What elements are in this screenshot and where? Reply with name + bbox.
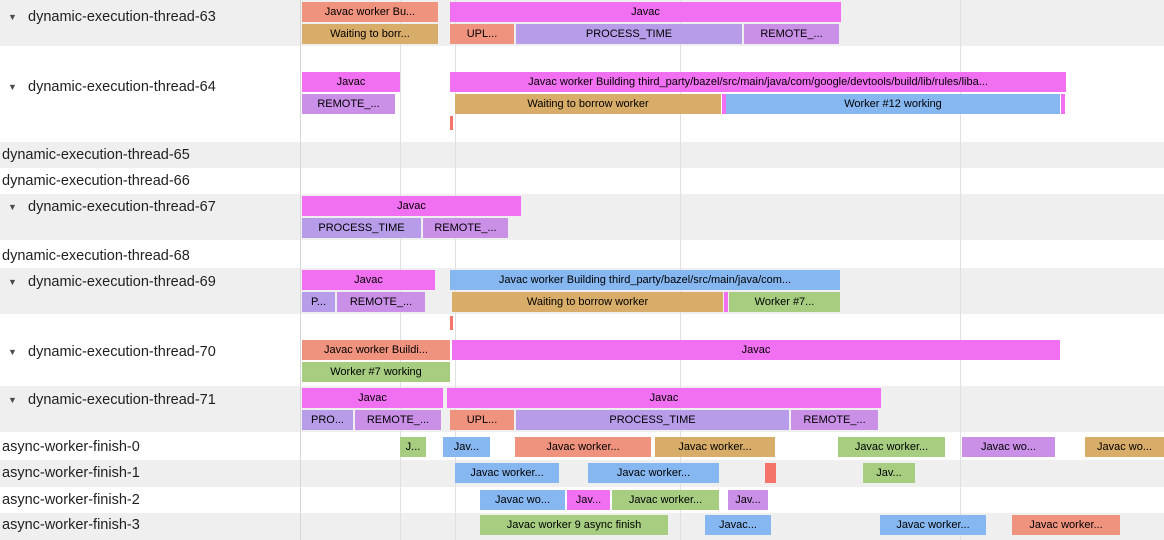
- track-name: dynamic-execution-thread-66: [2, 173, 190, 189]
- trace-slice[interactable]: Javac: [302, 72, 400, 92]
- trace-slice[interactable]: REMOTE_...: [423, 218, 508, 238]
- trace-slice[interactable]: REMOTE_...: [337, 292, 425, 312]
- track-label-dynamic-execution-thread-64[interactable]: ▼ dynamic-execution-thread-64: [0, 77, 216, 97]
- collapse-triangle-icon[interactable]: ▼: [8, 12, 17, 22]
- track-band: [0, 168, 1164, 194]
- track-label-dynamic-execution-thread-68[interactable]: dynamic-execution-thread-68: [0, 246, 190, 266]
- trace-slice[interactable]: REMOTE_...: [744, 24, 839, 44]
- trace-slice[interactable]: Worker #12 working: [726, 94, 1060, 114]
- track-label-async-worker-finish-3[interactable]: async-worker-finish-3: [0, 515, 140, 535]
- trace-slice[interactable]: Jav...: [567, 490, 610, 510]
- trace-slice[interactable]: Waiting to borrow worker: [455, 94, 721, 114]
- track-name: async-worker-finish-1: [2, 465, 140, 481]
- trace-slice[interactable]: Jav...: [443, 437, 490, 457]
- trace-slice[interactable]: Javac worker Building third_party/bazel/…: [450, 72, 1066, 92]
- collapse-triangle-icon[interactable]: ▼: [8, 347, 17, 357]
- trace-slice[interactable]: [724, 292, 728, 312]
- trace-slice[interactable]: Worker #7...: [729, 292, 840, 312]
- track-band: [0, 460, 1164, 487]
- track-label-async-worker-finish-2[interactable]: async-worker-finish-2: [0, 490, 140, 510]
- trace-slice[interactable]: Javac: [302, 196, 521, 216]
- track-label-async-worker-finish-0[interactable]: async-worker-finish-0: [0, 437, 140, 457]
- track-label-dynamic-execution-thread-69[interactable]: ▼ dynamic-execution-thread-69: [0, 272, 216, 292]
- track-band: [0, 194, 1164, 240]
- panel-divider: [300, 0, 301, 540]
- trace-slice[interactable]: Javac worker...: [455, 463, 559, 483]
- trace-slice[interactable]: Javac worker...: [655, 437, 775, 457]
- trace-slice[interactable]: Javac: [452, 340, 1060, 360]
- trace-slice[interactable]: Javac wo...: [480, 490, 565, 510]
- trace-slice[interactable]: [765, 463, 776, 483]
- trace-slice[interactable]: Javac...: [705, 515, 771, 535]
- trace-slice[interactable]: Javac: [450, 2, 841, 22]
- track-name: async-worker-finish-3: [2, 517, 140, 533]
- track-label-async-worker-finish-1[interactable]: async-worker-finish-1: [0, 463, 140, 483]
- trace-slice[interactable]: Javac worker...: [838, 437, 945, 457]
- trace-slice[interactable]: [722, 94, 726, 114]
- trace-slice[interactable]: Javac wo...: [962, 437, 1055, 457]
- trace-slice[interactable]: Waiting to borr...: [302, 24, 438, 44]
- trace-slice[interactable]: REMOTE_...: [355, 410, 441, 430]
- track-name: dynamic-execution-thread-65: [2, 147, 190, 163]
- trace-slice[interactable]: Javac worker...: [588, 463, 719, 483]
- track-name: dynamic-execution-thread-67: [28, 199, 216, 215]
- track-name: dynamic-execution-thread-69: [28, 274, 216, 290]
- collapse-triangle-icon[interactable]: ▼: [8, 82, 17, 92]
- instant-event-tick[interactable]: [450, 116, 453, 130]
- track-label-dynamic-execution-thread-67[interactable]: ▼ dynamic-execution-thread-67: [0, 197, 216, 217]
- track-label-dynamic-execution-thread-66[interactable]: dynamic-execution-thread-66: [0, 171, 190, 191]
- track-name: async-worker-finish-0: [2, 439, 140, 455]
- trace-slice[interactable]: Javac worker...: [612, 490, 719, 510]
- collapse-triangle-icon[interactable]: ▼: [8, 395, 17, 405]
- trace-slice[interactable]: Javac: [302, 270, 435, 290]
- track-name: dynamic-execution-thread-68: [2, 248, 190, 264]
- trace-slice[interactable]: REMOTE_...: [791, 410, 878, 430]
- trace-slice[interactable]: Javac worker...: [515, 437, 651, 457]
- track-name: dynamic-execution-thread-64: [28, 79, 216, 95]
- trace-slice[interactable]: PROCESS_TIME: [302, 218, 421, 238]
- trace-slice[interactable]: Waiting to borrow worker: [452, 292, 723, 312]
- track-band: [0, 142, 1164, 168]
- track-name: dynamic-execution-thread-63: [28, 9, 216, 25]
- track-name: dynamic-execution-thread-71: [28, 392, 216, 408]
- track-label-dynamic-execution-thread-65[interactable]: dynamic-execution-thread-65: [0, 145, 190, 165]
- trace-slice[interactable]: Javac worker...: [880, 515, 986, 535]
- instant-event-tick[interactable]: [450, 316, 453, 330]
- collapse-triangle-icon[interactable]: ▼: [8, 277, 17, 287]
- trace-slice[interactable]: Javac worker 9 async finish: [480, 515, 668, 535]
- trace-slice[interactable]: Javac worker Bu...: [302, 2, 438, 22]
- trace-slice[interactable]: Worker #7 working: [302, 362, 450, 382]
- track-name: dynamic-execution-thread-70: [28, 344, 216, 360]
- time-gridline: [960, 0, 961, 540]
- trace-slice[interactable]: PROCESS_TIME: [516, 24, 742, 44]
- track-band: [0, 244, 1164, 268]
- trace-slice[interactable]: [1061, 94, 1065, 114]
- trace-slice[interactable]: Javac worker Buildi...: [302, 340, 450, 360]
- trace-slice[interactable]: Jav...: [728, 490, 768, 510]
- trace-slice[interactable]: Javac wo...: [1085, 437, 1164, 457]
- collapse-triangle-icon[interactable]: ▼: [8, 202, 17, 212]
- trace-slice[interactable]: Javac: [302, 388, 443, 408]
- trace-slice[interactable]: P...: [302, 292, 335, 312]
- track-name: async-worker-finish-2: [2, 492, 140, 508]
- trace-slice[interactable]: PROCESS_TIME: [516, 410, 789, 430]
- trace-slice[interactable]: Jav...: [863, 463, 915, 483]
- trace-slice[interactable]: Javac worker...: [1012, 515, 1120, 535]
- trace-slice[interactable]: PRO...: [302, 410, 353, 430]
- track-label-dynamic-execution-thread-71[interactable]: ▼ dynamic-execution-thread-71: [0, 390, 216, 410]
- trace-slice[interactable]: J...: [400, 437, 426, 457]
- trace-slice[interactable]: Javac worker Building third_party/bazel/…: [450, 270, 840, 290]
- trace-slice[interactable]: Javac: [447, 388, 881, 408]
- track-label-dynamic-execution-thread-70[interactable]: ▼ dynamic-execution-thread-70: [0, 342, 216, 362]
- trace-slice[interactable]: UPL...: [450, 24, 514, 44]
- trace-slice[interactable]: REMOTE_...: [302, 94, 395, 114]
- track-label-dynamic-execution-thread-63[interactable]: ▼ dynamic-execution-thread-63: [0, 7, 216, 27]
- trace-slice[interactable]: UPL...: [450, 410, 514, 430]
